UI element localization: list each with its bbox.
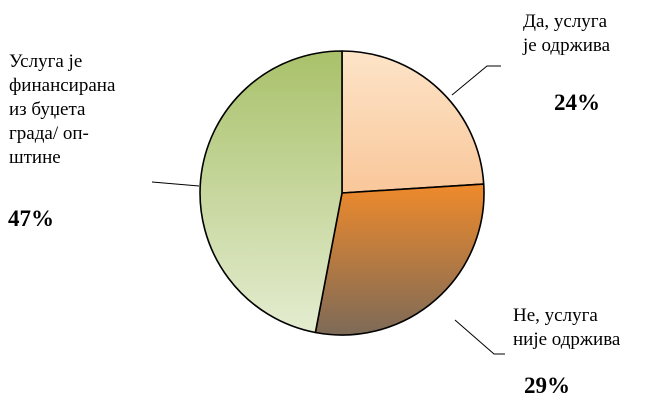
slice-value-grad: 47% [8, 206, 54, 232]
leader-line-da [452, 66, 501, 95]
slice-label-grad-line-5: штине [9, 146, 115, 170]
leader-line-ne [455, 320, 505, 354]
slice-label-ne: Не, услуга није одржива [513, 304, 620, 352]
slice-label-ne-line-1: Не, услуга [513, 304, 620, 328]
slice-label-grad-line-1: Услуга је [9, 50, 115, 74]
slice-label-grad-line-4: града/ оп- [9, 122, 115, 146]
pie-slice-grad [200, 51, 342, 332]
slice-label-da-line-2: је одржива [523, 34, 610, 58]
slice-label-ne-line-2: није одржива [513, 328, 620, 352]
leader-line-grad [152, 182, 199, 186]
slice-label-da: Да, услуга је одржива [523, 10, 610, 58]
pie-slice-ne [315, 184, 484, 335]
slice-value-ne: 29% [524, 373, 570, 399]
slice-label-da-line-1: Да, услуга [523, 10, 610, 34]
pie-slice-da [342, 51, 484, 193]
slice-value-da: 24% [554, 90, 600, 116]
pie-slices [200, 51, 484, 335]
slice-label-grad: Услуга је финансирана из буџета града/ о… [9, 50, 115, 170]
slice-label-grad-line-3: из буџета [9, 98, 115, 122]
slice-label-grad-line-2: финансирана [9, 74, 115, 98]
